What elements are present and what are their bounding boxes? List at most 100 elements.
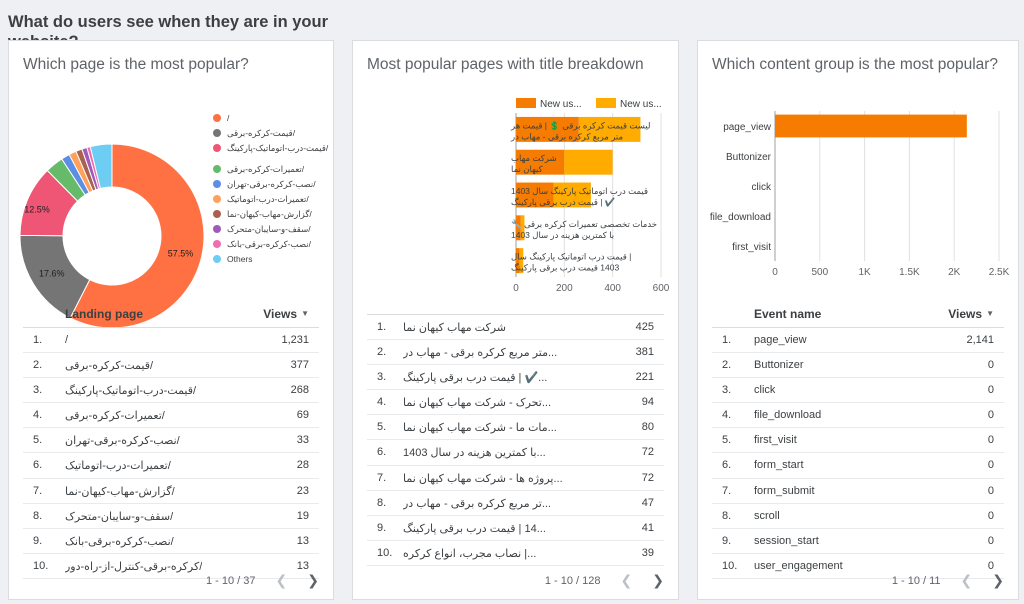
legend-item[interactable]: قیمت-درب-اتوماتیک-پارکینگ/ xyxy=(213,143,329,153)
legend-label: نصب-کرکره-برقی-تهران/ xyxy=(227,179,316,189)
chevron-left-icon[interactable]: ❮ xyxy=(960,572,973,588)
table-row[interactable]: 6. form_start 0 xyxy=(712,453,1004,479)
table-row[interactable]: 1. page_view 2,141 xyxy=(712,328,1004,354)
table-row[interactable]: 5. نصب-کرکره-برقی-تهران/33 xyxy=(23,428,319,454)
x-tick-label: 2K xyxy=(948,267,961,278)
row-name: scroll xyxy=(754,509,780,522)
column-header-views[interactable]: Views ▼ xyxy=(263,307,309,321)
table-row[interactable]: 8. scroll 0 xyxy=(712,504,1004,529)
page-title-table: 1. شرکت مهاب کیهان نما 425 2. ...متر مربع کر… xyxy=(367,303,664,566)
table-row[interactable]: 3. ...✔️ | قیمت درب برقی پارکینگ 221 xyxy=(367,365,664,391)
legend-label: تعمیرات-درب-اتوماتیک/ xyxy=(227,194,309,204)
legend-item[interactable]: تعمیرات-درب-اتوماتیک/ xyxy=(213,194,309,204)
y-tick-label: click xyxy=(752,182,772,193)
row-name: ...| نصاب مجرب، انواع کرکره xyxy=(403,547,537,560)
table-row[interactable]: 5. ...مات ما - شرکت مهاب کیهان نما 80 xyxy=(367,415,664,441)
bar-segment[interactable] xyxy=(516,182,554,208)
legend-item[interactable]: نصب-کرکره-برقی-تهران/ xyxy=(213,179,316,189)
table-row[interactable]: 10. ...| نصاب مجرب، انواع کرکره 39 xyxy=(367,541,664,566)
legend-item[interactable]: New us... xyxy=(596,98,662,110)
bar-segment[interactable] xyxy=(578,116,641,142)
table-row[interactable]: 10. کرکره-برقی-کنترل-از-راه-دور/13 xyxy=(23,554,319,579)
chart-title: Which page is the most popular? xyxy=(23,56,249,73)
chevron-right-icon[interactable]: ❯ xyxy=(307,572,319,588)
chevron-right-icon[interactable]: ❯ xyxy=(992,572,1004,588)
column-header-name[interactable]: Landing page xyxy=(65,307,143,321)
row-views: 69 xyxy=(296,409,309,422)
table-row[interactable]: 5. first_visit 0 xyxy=(712,428,1004,454)
row-name: کرکره-برقی-کنترل-از-راه-دور/ xyxy=(65,560,203,573)
row-views: 0 xyxy=(987,509,994,522)
legend-item[interactable]: Others xyxy=(213,254,253,264)
legend-item[interactable]: سقف-و-سایبان-متحرک/ xyxy=(213,224,311,234)
table-row[interactable]: 2. ...متر مربع کرکره برقی - مهاب در 381 xyxy=(367,340,664,366)
row-views: 0 xyxy=(987,384,994,397)
table-row[interactable]: 10. user_engagement 0 xyxy=(712,554,1004,579)
table-row[interactable]: 7. گزارش-مهاب-کیهان-نما/23 xyxy=(23,479,319,504)
table-row[interactable]: 2. Buttonizer 0 xyxy=(712,353,1004,379)
legend-item[interactable]: قیمت-کرکره-برقی/ xyxy=(213,128,296,138)
legend-item[interactable]: گزارش-مهاب-کیهان-نما/ xyxy=(213,209,312,219)
table-row[interactable]: 4. تعمیرات-کرکره-برقی/69 xyxy=(23,403,319,429)
pie-slice[interactable] xyxy=(69,143,205,329)
row-name: ...✔️ | قیمت درب برقی پارکینگ xyxy=(403,372,548,385)
legend-swatch xyxy=(213,195,221,203)
legend-item[interactable]: New us... xyxy=(516,98,582,110)
bar-segment[interactable] xyxy=(516,248,520,274)
sort-desc-icon[interactable]: ▼ xyxy=(986,309,994,318)
pie-slice[interactable] xyxy=(89,143,113,189)
table-row[interactable]: 1. / 1,231 xyxy=(23,328,319,354)
row-views: 0 xyxy=(987,534,994,547)
table-row[interactable]: 1. شرکت مهاب کیهان نما 425 xyxy=(367,315,664,341)
row-index: 6. xyxy=(377,446,387,459)
legend-swatch xyxy=(213,225,221,233)
table-row[interactable]: 6. تعمیرات-درب-اتوماتیک/28 xyxy=(23,453,319,479)
row-views: 268 xyxy=(290,384,309,397)
table-row[interactable]: 4. file_download 0 xyxy=(712,403,1004,429)
row-name: first_visit xyxy=(754,434,797,447)
bar-segment[interactable] xyxy=(564,149,613,175)
row-views: 0 xyxy=(987,434,994,447)
row-views: 2,141 xyxy=(966,334,994,346)
bar-segment[interactable] xyxy=(516,116,579,142)
legend-swatch xyxy=(213,165,221,173)
table-row[interactable]: 6. ...با کمترین هزینه در سال 1403 72 xyxy=(367,440,664,466)
table-row[interactable]: 9. ...14 | قیمت درب برقی پارکینگ 41 xyxy=(367,516,664,541)
table-row[interactable]: 8. سقف-و-سایبان-متحرک/19 xyxy=(23,504,319,529)
chevron-right-icon[interactable]: ❯ xyxy=(652,572,664,588)
sort-desc-icon[interactable]: ▼ xyxy=(301,309,309,318)
bar-segment[interactable] xyxy=(516,215,521,241)
bar-segment[interactable] xyxy=(553,182,591,208)
bar-segment[interactable] xyxy=(519,248,524,274)
table-row[interactable]: 9. session_start 0 xyxy=(712,529,1004,554)
legend-item[interactable]: تعمیرات-کرکره-برقی/ xyxy=(213,164,305,174)
column-header-views[interactable]: Views ▼ xyxy=(948,307,994,321)
table-row[interactable]: 7. form_submit 0 xyxy=(712,479,1004,504)
table-row[interactable]: 8. ...تر مربع کرکره برقی - مهاب در 47 xyxy=(367,491,664,516)
x-tick-label: 2.5K xyxy=(989,267,1010,278)
row-name: / xyxy=(65,334,69,346)
table-row[interactable]: 3. click 0 xyxy=(712,378,1004,404)
row-views: 47 xyxy=(641,496,654,509)
legend-item[interactable]: / xyxy=(213,113,230,123)
y-tick-label: page_view xyxy=(723,122,772,133)
table-row[interactable]: 2. قیمت-کرکره-برقی/377 xyxy=(23,353,319,379)
table-row[interactable]: 4. ...تحرک - شرکت مهاب کیهان نما 94 xyxy=(367,390,664,416)
bar-segment[interactable] xyxy=(520,215,525,241)
chevron-left-icon[interactable]: ❮ xyxy=(620,572,633,588)
table-row[interactable]: 3. قیمت-درب-اتوماتیک-پارکینگ/268 xyxy=(23,378,319,404)
bar-segment[interactable] xyxy=(516,149,565,175)
table-row[interactable]: 7. ...پروژه ها - شرکت مهاب کیهان نما 72 xyxy=(367,466,664,491)
table-row[interactable]: 9. نصب-کرکره-برقی-بانک/13 xyxy=(23,529,319,554)
row-name: گزارش-مهاب-کیهان-نما/ xyxy=(65,485,175,498)
row-index: 10. xyxy=(722,559,738,572)
row-index: 8. xyxy=(33,509,43,522)
row-views: 28 xyxy=(296,459,309,472)
chevron-left-icon[interactable]: ❮ xyxy=(275,572,288,588)
pager-range: 1 - 10 / 128 xyxy=(544,574,601,587)
legend-label: گزارش-مهاب-کیهان-نما/ xyxy=(227,209,312,219)
legend-item[interactable]: نصب-کرکره-برقی-بانک/ xyxy=(213,239,312,249)
column-header-name[interactable]: Event name xyxy=(754,307,822,321)
bar[interactable] xyxy=(775,114,967,138)
table-body: 1. / 1,231 2. قیمت-کرکره-برقی/377 3. قیمت-درب-… xyxy=(23,328,319,579)
